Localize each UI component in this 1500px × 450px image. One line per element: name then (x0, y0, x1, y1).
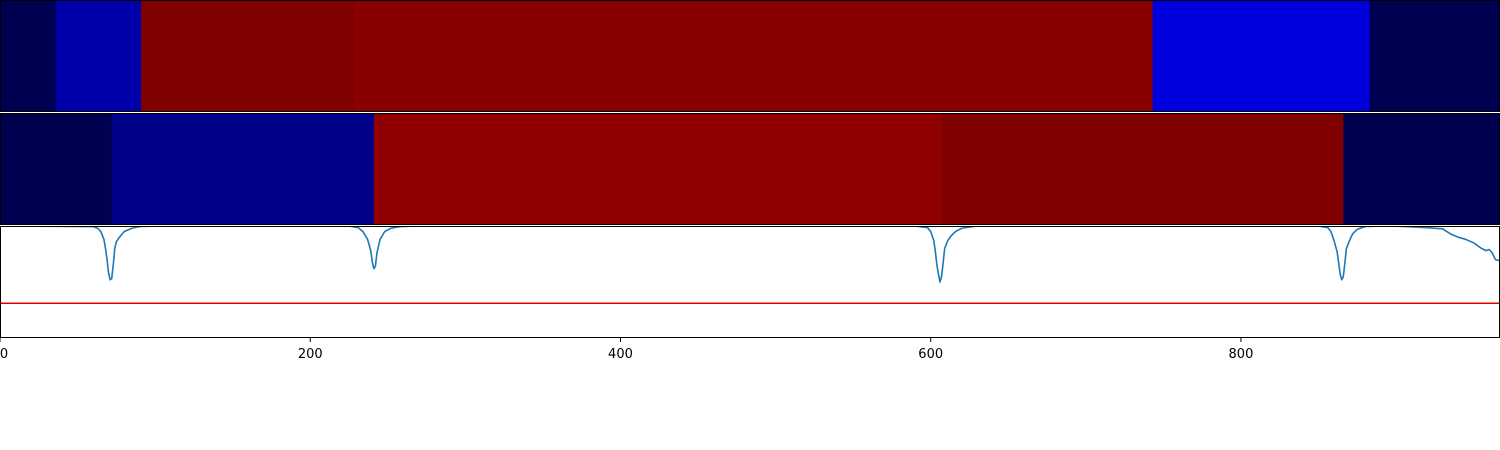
x-tick-label-600: 600 (918, 347, 943, 362)
x-tick-label-200: 200 (298, 347, 323, 362)
segment-row2-4 (1343, 113, 1500, 225)
signal-panel-frame (0, 226, 1500, 338)
signal-panel (0, 226, 1500, 338)
segment-row2-2 (373, 113, 943, 225)
segment-row2-0 (0, 113, 113, 225)
signal-line (0, 226, 1500, 283)
x-tick-label-400: 400 (608, 347, 633, 362)
x-tick-label-0: 0 (0, 347, 8, 362)
segment-row1-1 (55, 0, 142, 112)
segment-row1-0 (0, 0, 57, 112)
segment-row1-3 (353, 0, 1154, 112)
x-axis: 0 200 400 600 800 (0, 338, 1253, 362)
segment-row1-2 (141, 0, 355, 112)
x-tick-label-800: 800 (1229, 347, 1254, 362)
segment-row-2 (0, 113, 1500, 225)
segment-row1-5 (1369, 0, 1500, 112)
segment-row-1 (0, 0, 1500, 112)
segment-row2-1 (111, 113, 375, 225)
segment-row1-4 (1152, 0, 1371, 112)
segment-row2-3 (941, 113, 1344, 225)
